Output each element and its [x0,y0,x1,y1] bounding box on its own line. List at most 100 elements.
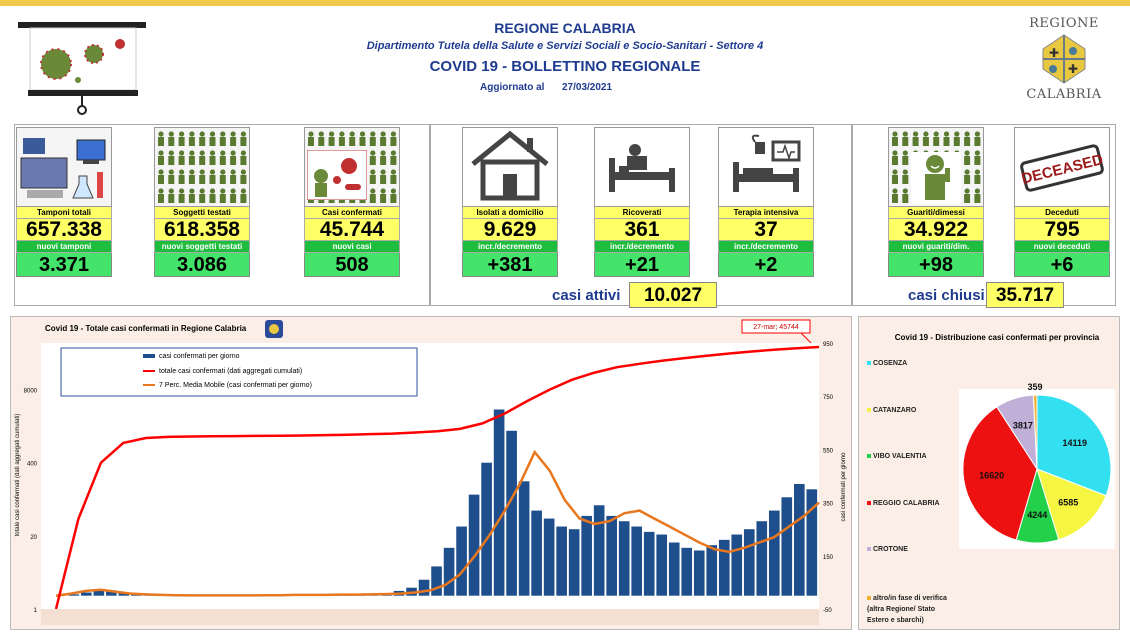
daily-cases-bar [93,589,105,596]
person-body [230,137,237,146]
pie-legend-reggio: REGGIO CALABRIA [867,500,940,507]
person-body [943,137,950,146]
updated-label: Aggiornato al [480,82,545,93]
person-pictogram [369,169,376,184]
person-head [902,131,908,137]
virus-person-icon [304,127,400,207]
person-pictogram [209,150,216,165]
person-body [902,175,909,184]
person-pictogram [178,169,185,184]
person-head [892,188,898,194]
card-label: Tamponi totali [16,207,112,219]
person-head [892,169,898,175]
person-pictogram [240,150,247,165]
person-head [359,131,366,137]
person-head [943,131,950,137]
person-head [974,169,980,175]
right-axis-label: casi confermati per giorno [841,452,847,522]
pie-title: Covid 19 - Distribuzione casi confermati… [894,333,1100,342]
person-head [209,150,216,156]
daily-cases-bar [793,483,805,596]
person-body [209,156,216,165]
person-pictogram [390,131,397,146]
left-tick-label: 1 [34,608,38,614]
left-axis-label: totale casi confermati (dati aggregati c… [15,414,21,537]
person-body [328,137,335,146]
person-body [209,137,216,146]
person-pictogram [902,150,909,165]
person-head [179,131,185,137]
person-pictogram [943,131,950,146]
card-ricoverati: Ricoverati 361 incr./decremento +21 [594,127,690,277]
person-body [974,175,981,184]
person-body [188,137,195,146]
region-logo: REGIONE ✚ ✚ CALABRIA [1012,16,1116,116]
person-body [380,175,387,184]
person-pictogram [168,150,175,165]
pie-slice-label: 3817 [1013,420,1033,430]
person-head [370,150,376,156]
person-body [240,137,247,146]
daily-cases-bar [543,518,555,596]
person-pictogram [390,169,397,184]
pie-slice-label: 359 [1027,382,1042,392]
person-head [380,188,386,194]
daily-cases-bar [531,510,542,596]
person-pictogram [199,188,206,203]
person-head [892,131,898,137]
header: REGIONE CALABRIA Dipartimento Tutela del… [0,6,1130,118]
person-pictogram [349,131,356,146]
coat-of-arms-icon: ✚ ✚ [1042,34,1086,84]
right-tick-label: 350 [823,502,834,508]
person-head [318,131,324,137]
daily-cases-bar [481,462,492,596]
person-pictogram [912,131,919,146]
person-head [933,131,939,137]
pie-slice [1036,394,1112,497]
person-body [964,175,971,184]
card-value: 45.744 [304,219,400,241]
pie-legend-vibo: VIBO VALENTIA [867,453,927,460]
person-body [974,156,981,165]
card-confermati: Casi confermati 45.744 nuovi casi 508 [304,127,400,277]
person-body [209,194,216,203]
card-sub-label: nuovi casi [304,241,400,253]
person-pictogram [369,150,376,165]
person-body [219,175,226,184]
card-delta: +6 [1014,253,1110,277]
daily-cases-bar [806,489,818,596]
person-pictogram [168,188,175,203]
card-label: Casi confermati [304,207,400,219]
person-pictogram [390,188,397,203]
person-pictogram [974,150,981,165]
person-head [913,131,919,137]
person-head [240,169,246,175]
daily-cases-bar [556,526,567,596]
svg-text:✚: ✚ [1049,46,1059,60]
left-tick-label: 400 [27,462,38,468]
person-pictogram [380,169,387,184]
cases-chart-panel: Covid 19 - Totale casi confermati in Reg… [10,316,852,630]
person-head [240,188,246,194]
card-label: Deceduti [1014,207,1110,219]
person-head [390,188,396,194]
top-accent-bar [0,0,1130,6]
hospital-bed-icon [594,127,690,207]
person-pictogram [219,169,226,184]
person-body [178,137,185,146]
person-pictogram [219,188,226,203]
annotation-box [741,319,811,334]
card-label: Soggetti testati [154,207,250,219]
person-pictogram [158,188,164,203]
person-body [188,156,195,165]
legend-swatch-bars [143,354,155,358]
person-pictogram [974,169,981,184]
person-head [370,131,376,137]
person-pictogram [964,169,971,184]
person-head [240,131,246,137]
person-head [189,150,195,156]
person-head [380,169,386,175]
person-body [390,175,397,184]
person-body [178,156,185,165]
daily-cases-bar [718,539,730,596]
